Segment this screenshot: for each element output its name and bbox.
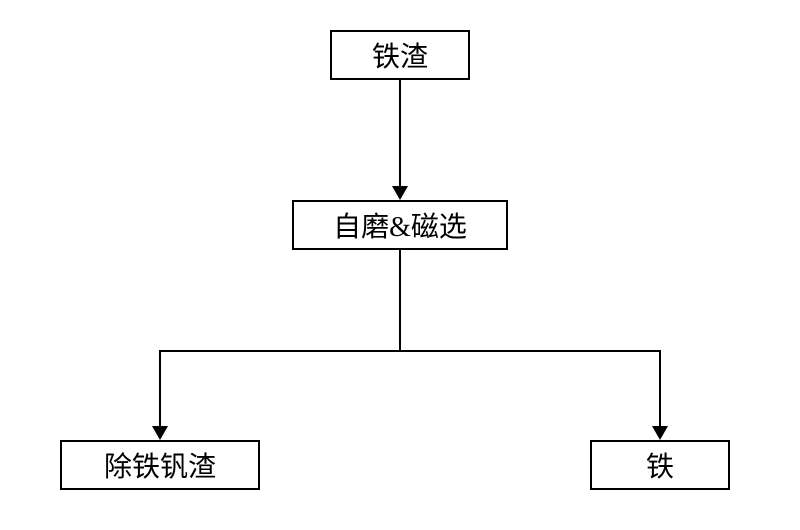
edge-top-middle-head: [392, 186, 408, 200]
node-bottom-right-label: 铁: [646, 445, 674, 485]
node-bottom-right: 铁: [590, 440, 730, 490]
edge-middle-split-horizontal: [159, 350, 661, 352]
node-top-label: 铁渣: [372, 35, 428, 75]
edge-right-branch-line: [659, 350, 661, 426]
edge-right-branch-head: [652, 426, 668, 440]
edge-left-branch-head: [152, 426, 168, 440]
node-middle-label: 自磨&磁选: [333, 205, 467, 245]
edge-top-middle-line: [399, 80, 401, 186]
node-top: 铁渣: [330, 30, 470, 80]
node-bottom-left: 除铁钒渣: [60, 440, 260, 490]
node-bottom-left-label: 除铁钒渣: [104, 445, 216, 485]
node-middle: 自磨&磁选: [292, 200, 508, 250]
edge-middle-split-vertical: [399, 250, 401, 350]
edge-left-branch-line: [159, 350, 161, 426]
